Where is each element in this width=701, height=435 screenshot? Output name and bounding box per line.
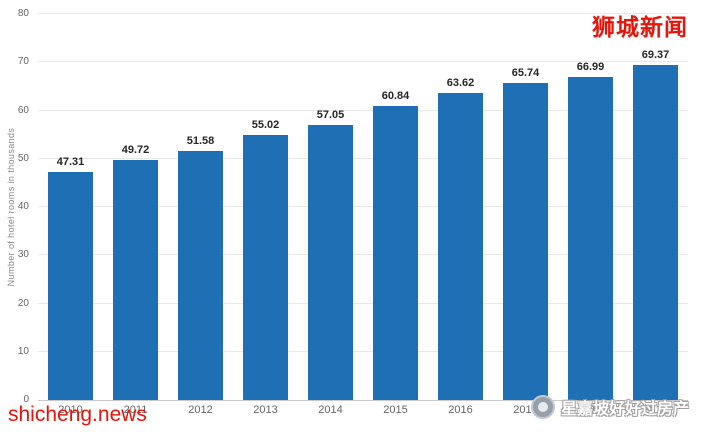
bar-2019: [633, 65, 678, 400]
top-right-watermark: 狮城新闻: [592, 14, 688, 40]
y-tick-label: 20: [17, 297, 29, 309]
bar-value-label: 65.74: [511, 66, 540, 79]
bar-slot: 51.58: [168, 14, 233, 400]
y-tick-label: 60: [17, 104, 29, 116]
y-tick-label: 30: [17, 249, 29, 261]
bar-slot: 63.62: [428, 14, 493, 400]
gridline: [38, 109, 688, 111]
bar-2013: [243, 134, 288, 400]
y-tick-label: 80: [17, 8, 29, 19]
gridline: [38, 206, 688, 207]
bars: 47.31 49.72 51.58 55.02 57.05 60.84 63.62 65.74…: [38, 14, 688, 400]
y-tick-label: 50: [17, 152, 29, 164]
bar-value-label: 51.58: [186, 135, 215, 148]
x-tick-label: 2019: [643, 404, 668, 416]
y-tick-label: 10: [17, 345, 29, 357]
bar-value-label: 49.72: [121, 144, 150, 157]
bar-value-label: 63.62: [446, 77, 475, 90]
bar-value-label: 60.84: [381, 90, 410, 103]
bar-value-label: 57.05: [316, 108, 345, 121]
bar-value-label: 47.31: [56, 155, 85, 168]
x-tick-label: 2013: [253, 404, 278, 416]
bar-2015: [373, 106, 418, 400]
bar-slot: 65.74: [493, 14, 558, 400]
bar-value-label: 69.37: [641, 49, 670, 62]
x-tick-label: 2011: [123, 404, 148, 416]
bar-slot: 57.05: [298, 14, 363, 400]
bar-value-label: 66.99: [576, 60, 605, 73]
y-tick-label: 40: [17, 201, 29, 212]
x-tick-label: 2014: [318, 404, 343, 416]
gridline: [38, 157, 688, 159]
bar-2016: [438, 93, 483, 400]
bar-slot: 47.31: [38, 14, 103, 400]
y-tick-label: 70: [17, 56, 29, 68]
bar-slot: 49.72: [103, 14, 168, 400]
logo-icon: [530, 395, 555, 419]
x-tick-label: 2015: [383, 404, 408, 416]
bar-slot: 69.37: [623, 14, 688, 400]
gridline: [38, 61, 688, 63]
x-tick-label: 2012: [188, 404, 213, 416]
bar-2018: [568, 76, 613, 400]
bar-slot: 55.02: [233, 14, 298, 400]
bar-slot: 66.99: [558, 14, 623, 400]
gridline: [38, 350, 688, 352]
plot-area: 47.31 49.72 51.58 55.02 57.05 60.84 63.62 65.74…: [38, 13, 688, 401]
x-tick-label: 2016: [448, 404, 473, 416]
gridline: [38, 13, 688, 14]
y-axis: 0 10 20 30 40 50 60 70 80: [0, 9, 33, 405]
bar-2010: [48, 171, 93, 400]
bar-value-label: 55.02: [251, 118, 280, 131]
x-axis: 2010 2011 2012 2013 2014 2015 2016 2017 2018 2019: [38, 404, 688, 420]
bar-2012: [178, 151, 223, 400]
bar-2011: [113, 160, 158, 400]
y-tick-label: 0: [23, 394, 29, 405]
bar-2014: [308, 124, 353, 400]
gridline: [38, 254, 688, 256]
bar-2017: [503, 82, 548, 400]
x-tick-label: 2018: [578, 404, 603, 416]
gridline: [38, 302, 688, 304]
x-tick-label: 2010: [58, 404, 83, 416]
shicheng-news-watermark: shicheng.news: [8, 403, 147, 426]
property-watermark-label: 星嘉坡好好过房产: [560, 401, 689, 418]
property-watermark: 星嘉坡好好过房产: [530, 395, 689, 419]
bar-slot: 60.84: [363, 14, 428, 400]
